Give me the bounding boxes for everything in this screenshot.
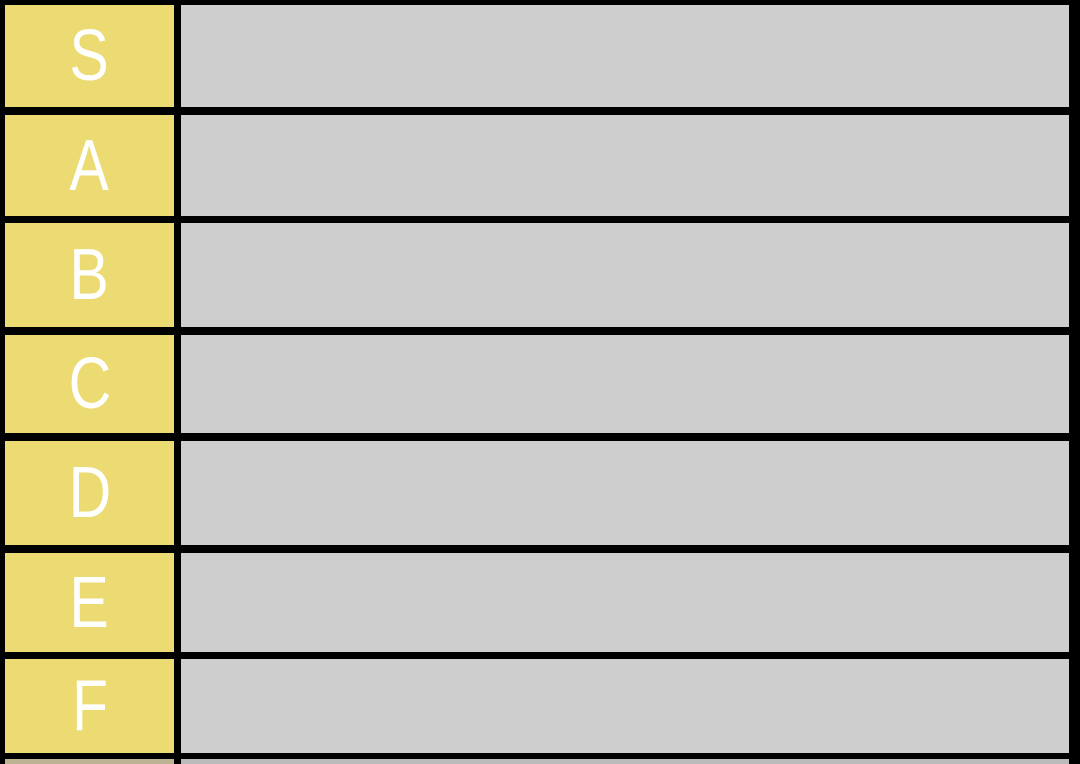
tier-row-a: A [5, 115, 1069, 216]
tier-row-s: S [5, 5, 1069, 107]
tier-row-f-dropzone[interactable] [181, 659, 1069, 753]
tier-row-c-dropzone[interactable] [181, 335, 1069, 433]
tier-row-b: B [5, 223, 1069, 327]
tier-row-d-dropzone[interactable] [181, 441, 1069, 545]
tier-row-d: D [5, 441, 1069, 545]
tier-label-e-text: E [69, 562, 110, 643]
tier-label-a-text: A [69, 125, 110, 206]
tier-label-a[interactable]: A [5, 115, 174, 216]
tier-label-d-text: D [68, 453, 111, 533]
tier-label-c[interactable]: C [5, 335, 174, 433]
tier-label-b-text: B [69, 235, 110, 315]
tier-row-partial [5, 759, 1069, 764]
tier-label-f-text: F [71, 666, 108, 746]
tier-row-f: F [5, 659, 1069, 753]
tier-row-c: C [5, 335, 1069, 433]
tier-label-s[interactable]: S [5, 5, 174, 107]
tier-label-e[interactable]: E [5, 553, 174, 652]
tier-label-d[interactable]: D [5, 441, 174, 545]
tier-row-partial-dropzone[interactable] [181, 759, 1069, 764]
tier-label-f[interactable]: F [5, 659, 174, 753]
tier-label-s-text: S [69, 16, 110, 96]
tier-row-s-dropzone[interactable] [181, 5, 1069, 107]
tier-row-a-dropzone[interactable] [181, 115, 1069, 216]
tier-label-partial[interactable] [5, 759, 174, 764]
tier-row-e: E [5, 553, 1069, 652]
tier-label-b[interactable]: B [5, 223, 174, 327]
tier-row-e-dropzone[interactable] [181, 553, 1069, 652]
tier-row-b-dropzone[interactable] [181, 223, 1069, 327]
tier-label-c-text: C [68, 344, 111, 424]
